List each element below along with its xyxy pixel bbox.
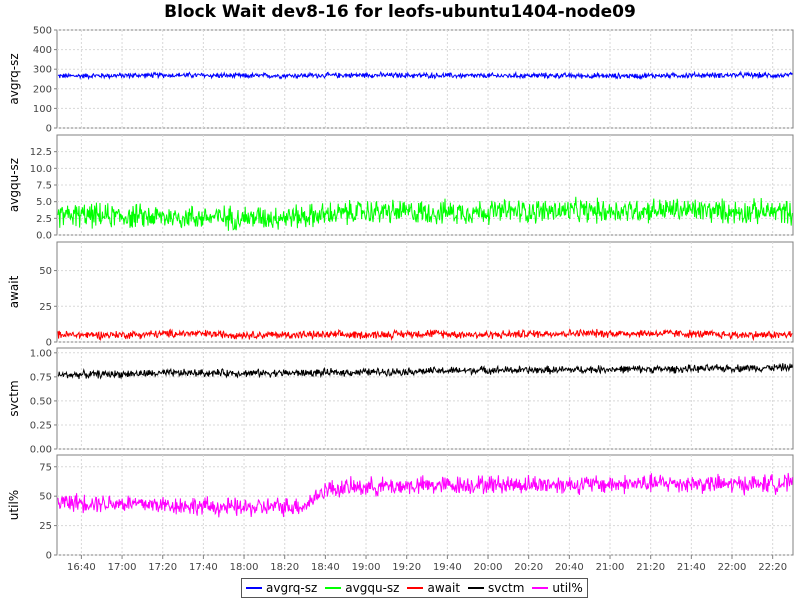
- panel-1-ytick-label-4: 10.0: [30, 164, 52, 175]
- legend-swatch-avgrq-sz: [246, 587, 262, 589]
- x-tick-label-1: 17:00: [108, 562, 137, 573]
- panel-2-ytick-label-0: 0: [46, 338, 52, 349]
- series-line-avgrq-sz: [57, 70, 793, 81]
- series-line-await: [57, 328, 793, 342]
- panel-3-ytick-label-4: 1.00: [30, 348, 52, 359]
- panel-2-ytick-label-2: 50: [39, 266, 52, 277]
- legend-swatch-avgqu-sz: [325, 587, 342, 589]
- panel-3-ytick-label-1: 0.25: [30, 420, 52, 431]
- panel-0-ytick-label-1: 100: [33, 104, 52, 115]
- panel-3-frame: [56, 347, 794, 450]
- panel-2-ylabel: await: [7, 275, 21, 308]
- panel-0-ytick-label-5: 500: [33, 26, 52, 37]
- legend-item-avgqu-sz: avgqu-sz: [325, 581, 399, 595]
- panel-2-frame: [56, 241, 794, 343]
- x-tick-label-9: 19:40: [433, 562, 462, 573]
- legend-swatch-util: [532, 587, 549, 589]
- panel-4-ytick-label-3: 75: [39, 462, 52, 473]
- panel-4-ytick-label-1: 25: [39, 521, 52, 532]
- legend-item-avgrq-sz: avgrq-sz: [246, 581, 317, 595]
- panel-0-frame: [56, 29, 794, 129]
- series-line-avgqu-sz: [57, 196, 793, 231]
- panel-1-ylabel: avgqu-sz: [7, 158, 21, 212]
- x-tick-label-17: 22:20: [758, 562, 787, 573]
- legend-item-await: await: [407, 581, 460, 595]
- chart-legend: avgrq-sz avgqu-sz await svctm util%: [241, 578, 588, 598]
- panel-0-ytick-label-4: 400: [33, 45, 52, 56]
- panel-4-ytick-label-2: 50: [39, 492, 52, 503]
- panel-1-ytick-label-5: 12.5: [30, 147, 52, 158]
- x-tick-label-10: 20:00: [474, 562, 503, 573]
- legend-swatch-svctm: [468, 587, 485, 589]
- legend-item-svctm: svctm: [468, 581, 524, 595]
- legend-label-svctm: svctm: [488, 581, 525, 595]
- panel-4-frame: [56, 454, 794, 556]
- x-tick-label-7: 19:00: [352, 562, 381, 573]
- x-tick-label-0: 16:40: [67, 562, 96, 573]
- x-tick-label-4: 18:00: [230, 562, 259, 573]
- panel-3-ylabel: svctm: [7, 380, 21, 416]
- legend-item-util: util%: [532, 581, 583, 595]
- legend-label-avgqu-sz: avgqu-sz: [345, 581, 400, 595]
- panel-0-ytick-label-2: 200: [33, 84, 52, 95]
- panel-4-ytick-label-0: 0: [46, 551, 52, 562]
- panel-1-ytick-label-1: 2.5: [36, 214, 52, 225]
- panel-3-ytick-label-3: 0.75: [30, 372, 52, 383]
- x-tick-label-15: 21:40: [677, 562, 706, 573]
- panel-3-ytick-label-0: 0.00: [30, 445, 52, 456]
- panel-1-ytick-label-3: 7.5: [36, 181, 52, 192]
- panel-0-ylabel: avgrq-sz: [7, 53, 21, 104]
- legend-label-avgrq-sz: avgrq-sz: [266, 581, 318, 595]
- legend-label-util: util%: [552, 581, 583, 595]
- x-tick-label-5: 18:20: [270, 562, 299, 573]
- series-line-util: [57, 472, 793, 518]
- panel-3-ytick-label-2: 0.50: [30, 396, 52, 407]
- panel-1-ytick-label-2: 5.0: [36, 197, 52, 208]
- x-tick-label-8: 19:20: [392, 562, 421, 573]
- chart-title: Block Wait dev8-16 for leofs-ubuntu1404-…: [164, 2, 636, 22]
- series-line-svctm: [57, 363, 793, 380]
- panel-0-ytick-label-3: 300: [33, 65, 52, 76]
- panel-0-ytick-label-0: 0: [46, 124, 52, 135]
- x-tick-label-3: 17:40: [189, 562, 218, 573]
- panel-1-ytick-label-0: 0.0: [36, 231, 52, 242]
- x-tick-label-13: 21:00: [596, 562, 625, 573]
- legend-swatch-await: [407, 587, 424, 589]
- panel-4-ylabel: util%: [7, 490, 21, 520]
- x-tick-label-11: 20:20: [514, 562, 543, 573]
- x-tick-label-14: 21:20: [636, 562, 665, 573]
- x-tick-label-6: 18:40: [311, 562, 340, 573]
- panel-2-ytick-label-1: 25: [39, 302, 52, 313]
- legend-label-await: await: [427, 581, 461, 595]
- x-tick-label-2: 17:20: [148, 562, 177, 573]
- x-tick-label-16: 22:00: [718, 562, 747, 573]
- x-tick-label-12: 20:40: [555, 562, 584, 573]
